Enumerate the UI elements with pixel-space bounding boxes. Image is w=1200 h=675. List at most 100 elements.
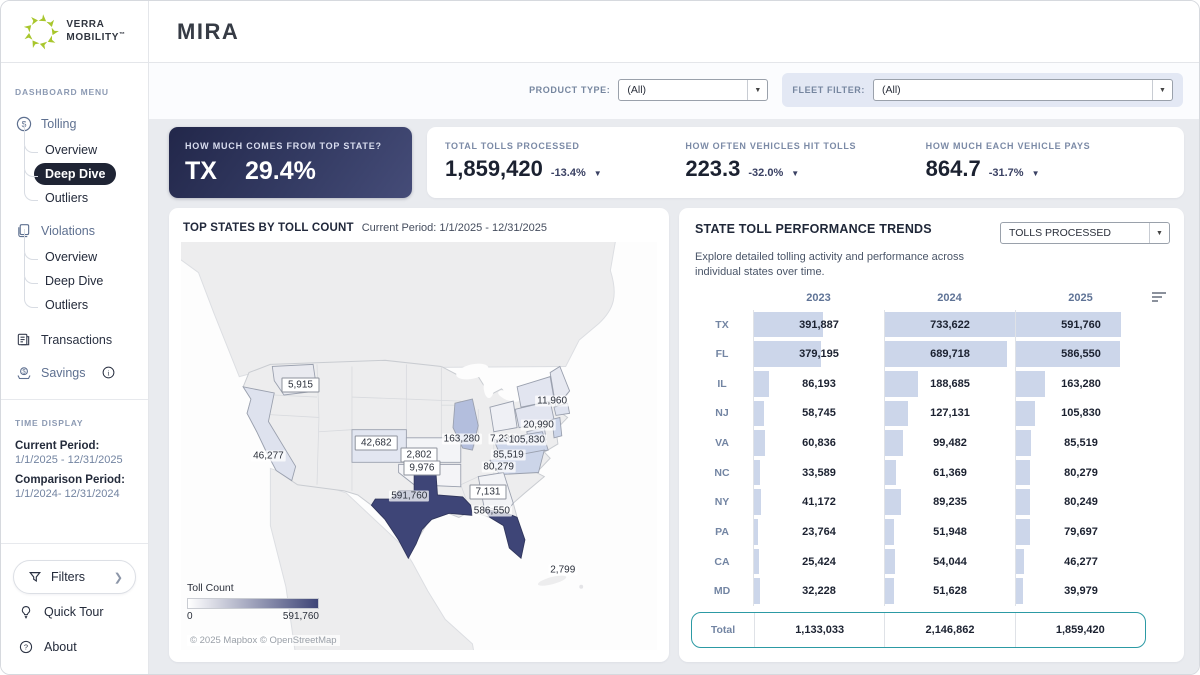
- filters-button[interactable]: Filters ❯: [13, 560, 136, 594]
- value-bar: [754, 489, 762, 516]
- value-text: 379,195: [799, 348, 839, 361]
- map-title: TOP STATES BY TOLL COUNT: [183, 222, 354, 234]
- state-trends-panel: STATE TOLL PERFORMANCE TRENDS TOLLS PROC…: [679, 208, 1184, 662]
- state-code-label: PA: [715, 525, 729, 538]
- value-cell: 46,277: [1015, 546, 1146, 577]
- receipt-icon: [15, 331, 32, 348]
- sidebar-item-violations-outliers[interactable]: Outliers: [24, 277, 148, 317]
- value-cell: 54,044: [884, 546, 1015, 577]
- value-cell: 51,628: [884, 576, 1015, 606]
- coin-tray-icon: $: [15, 364, 32, 381]
- trend-down-icon: ▼: [1031, 169, 1040, 178]
- value-bar: [1016, 489, 1031, 516]
- chevron-right-icon: ❯: [113, 571, 123, 584]
- info-icon[interactable]: i: [100, 364, 117, 381]
- table-row-FL[interactable]: FL 379,195 689,718 586,550: [691, 339, 1146, 369]
- column-header-2023[interactable]: 2023: [806, 291, 831, 304]
- value-cell: 25,424: [753, 546, 884, 577]
- value-text: 99,482: [933, 437, 967, 449]
- table-row-MD[interactable]: MD 32,228 51,628 39,979: [691, 576, 1146, 606]
- map-value-label: 85,519: [491, 449, 526, 461]
- table-row-NJ[interactable]: NJ 58,745 127,131 105,830: [691, 398, 1146, 429]
- state-code-label: NJ: [715, 407, 729, 420]
- value-cell: 41,172: [753, 487, 884, 518]
- legend-min: 0: [187, 611, 193, 622]
- metric-select[interactable]: TOLLS PROCESSED ▼: [1000, 222, 1170, 244]
- value-text: 46,277: [1064, 555, 1098, 568]
- value-bar: [1016, 519, 1031, 545]
- sidebar-item-violations-overview[interactable]: Overview: [24, 229, 148, 269]
- value-text: 689,718: [930, 348, 970, 361]
- legend-title: Toll Count: [187, 582, 234, 594]
- main-area: PRODUCT TYPE: (All) ▼ FLEET FILTER: (All…: [149, 63, 1199, 674]
- value-cell: 80,279: [1015, 457, 1146, 488]
- table-total-row: Total 1,133,033 2,146,862 1,859,420: [691, 612, 1146, 648]
- current-period-value: 1/1/2025 - 12/31/2025: [15, 454, 123, 466]
- table-row-IL[interactable]: IL 86,193 188,685 163,280: [691, 368, 1146, 399]
- value-text: 51,628: [933, 585, 967, 598]
- sidebar-item-violations-deep-dive[interactable]: Deep Dive: [24, 253, 148, 293]
- chevron-down-icon: ▼: [747, 80, 767, 100]
- map-value-label: 20,990: [521, 419, 556, 431]
- violations-children: Overview Deep Dive Outliers: [1, 229, 148, 317]
- table-row-TX[interactable]: TX 391,887 733,622 591,760: [691, 309, 1146, 340]
- map-value-label: 591,760: [389, 490, 430, 502]
- kpi-top-state-code: TX: [185, 157, 217, 185]
- table-row-VA[interactable]: VA 60,836 99,482 85,519: [691, 428, 1146, 458]
- value-bar: [754, 341, 822, 367]
- region-canada: [181, 242, 616, 378]
- state-code-label: IL: [717, 377, 727, 390]
- kpi-toll-frequency: HOW OFTEN VEHICLES HIT TOLLS 223.3 -32.0…: [685, 141, 857, 181]
- value-bar: [885, 548, 895, 575]
- table-row-NC[interactable]: NC 33,589 61,369 80,279: [691, 457, 1146, 488]
- sidebar-item-tolling-overview[interactable]: Overview: [24, 122, 148, 162]
- sidebar-item-savings[interactable]: $ Savings i: [1, 356, 148, 389]
- value-text: 51,948: [933, 525, 967, 538]
- sort-descending-icon[interactable]: [1152, 291, 1168, 304]
- value-text: 86,193: [802, 377, 836, 390]
- fleet-filter-label: FLEET FILTER:: [792, 85, 865, 95]
- product-type-select[interactable]: (All) ▼: [618, 79, 769, 101]
- value-cell: 163,280: [1015, 368, 1146, 399]
- value-bar: [754, 459, 760, 486]
- us-choropleth-map[interactable]: 5,915 46,277 42,682 2,802 9,976 591,760 163,28…: [181, 242, 657, 650]
- sidebar-item-tolling-deep-dive[interactable]: Deep Dive: [24, 146, 148, 186]
- map-value-label: 2,799: [548, 564, 578, 576]
- filter-bar: PRODUCT TYPE: (All) ▼ FLEET FILTER: (All…: [149, 63, 1199, 119]
- value-text: 33,589: [802, 466, 836, 479]
- column-header-2024[interactable]: 2024: [937, 291, 962, 304]
- table-row-PA[interactable]: PA 23,764 51,948 79,697: [691, 517, 1146, 547]
- value-bar: [754, 400, 765, 427]
- value-bar: [1016, 459, 1031, 486]
- value-cell: 80,249: [1015, 487, 1146, 518]
- value-cell: 32,228: [753, 576, 884, 606]
- kpi-change: -13.4%: [550, 167, 586, 179]
- quick-tour-button[interactable]: Quick Tour: [13, 594, 136, 629]
- sidebar-item-transactions[interactable]: Transactions: [1, 323, 148, 356]
- dashboard-menu-label: DASHBOARD MENU: [15, 87, 109, 97]
- value-cell: 85,519: [1015, 428, 1146, 458]
- map-value-label: 105,830: [506, 434, 547, 446]
- fleet-filter-select[interactable]: (All) ▼: [873, 79, 1173, 101]
- sidebar-item-tolling-outliers[interactable]: Outliers: [24, 170, 148, 210]
- value-text: 61,369: [933, 466, 967, 479]
- value-text: 163,280: [1061, 377, 1101, 390]
- table-body: TX 391,887 733,622 591,760 FL 379,195 689,718 5…: [691, 309, 1172, 606]
- table-row-NY[interactable]: NY 41,172 89,235 80,249: [691, 487, 1146, 518]
- table-row-CA[interactable]: CA 25,424 54,044 46,277: [691, 546, 1146, 577]
- value-bar: [885, 489, 901, 516]
- value-cell: 51,948: [884, 517, 1015, 547]
- sidebar-footer: Filters ❯ Quick Tour ? About: [1, 543, 148, 674]
- value-cell: 58,745: [753, 398, 884, 429]
- state-code-label: NC: [714, 466, 730, 479]
- map-value-label: 163,280: [441, 433, 482, 445]
- about-button[interactable]: ? About: [13, 629, 136, 664]
- total-2023: 1,133,033: [754, 613, 884, 647]
- map-panel: TOP STATES BY TOLL COUNT Current Period:…: [169, 208, 669, 662]
- kpi-change: -31.7%: [988, 167, 1024, 179]
- state-code-label: MD: [713, 585, 731, 598]
- chevron-down-icon: ▼: [1152, 80, 1172, 100]
- value-cell: 23,764: [753, 517, 884, 547]
- column-header-2025[interactable]: 2025: [1068, 291, 1093, 304]
